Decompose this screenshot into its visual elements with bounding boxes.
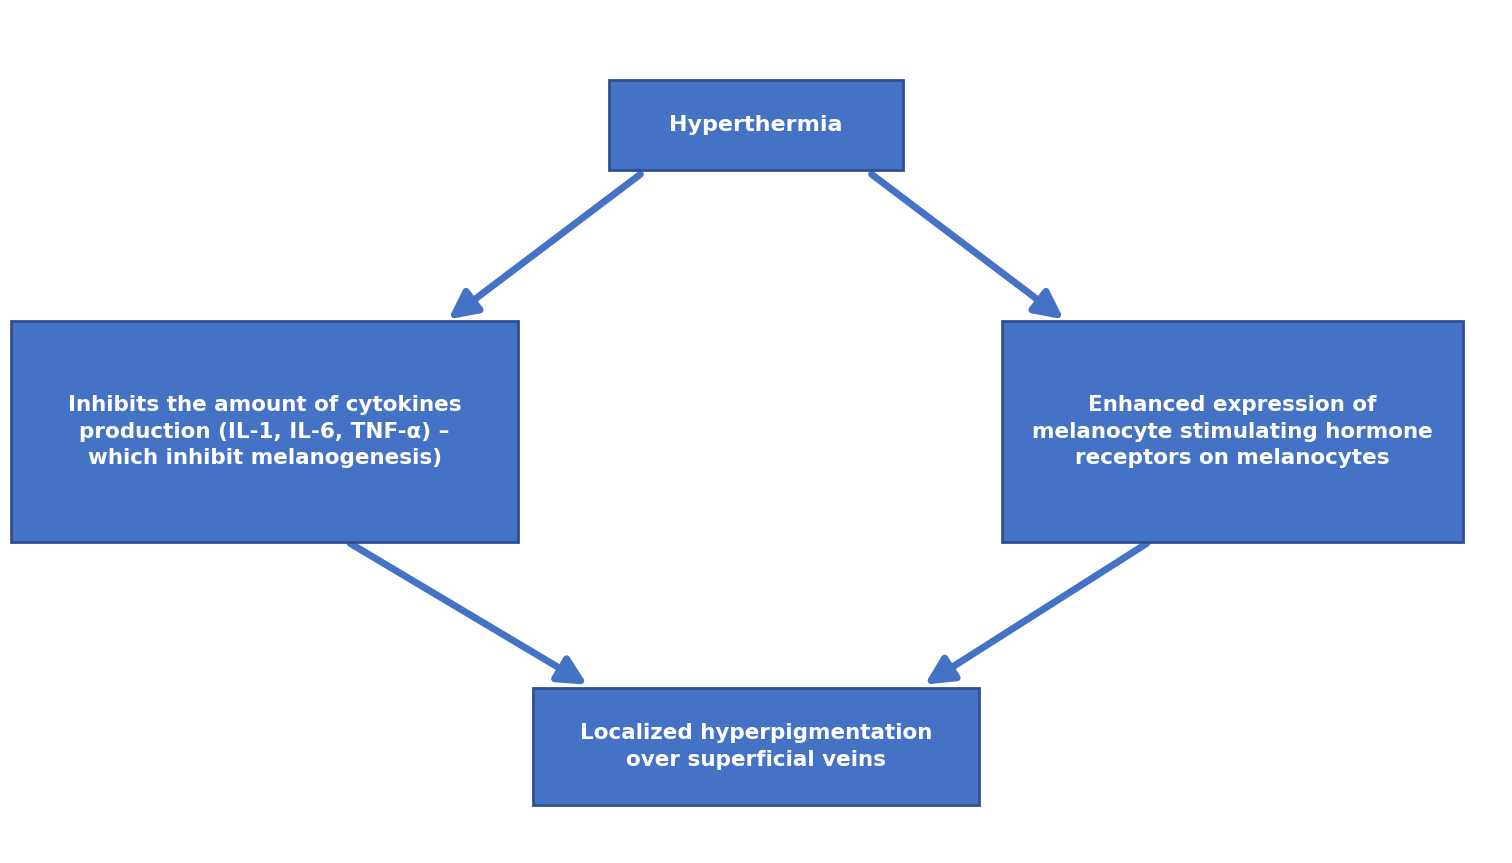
FancyBboxPatch shape [608, 80, 903, 171]
Text: Inhibits the amount of cytokines
production (IL-1, IL-6, TNF-α) –
which inhibit : Inhibits the amount of cytokines product… [68, 395, 461, 468]
Text: Hyperthermia: Hyperthermia [670, 115, 842, 135]
Text: Enhanced expression of
melanocyte stimulating hormone
receptors on melanocytes: Enhanced expression of melanocyte stimul… [1031, 395, 1433, 468]
FancyBboxPatch shape [532, 689, 980, 804]
FancyBboxPatch shape [1001, 322, 1464, 542]
FancyBboxPatch shape [11, 322, 517, 542]
Text: Localized hyperpigmentation
over superficial veins: Localized hyperpigmentation over superfi… [579, 723, 933, 770]
